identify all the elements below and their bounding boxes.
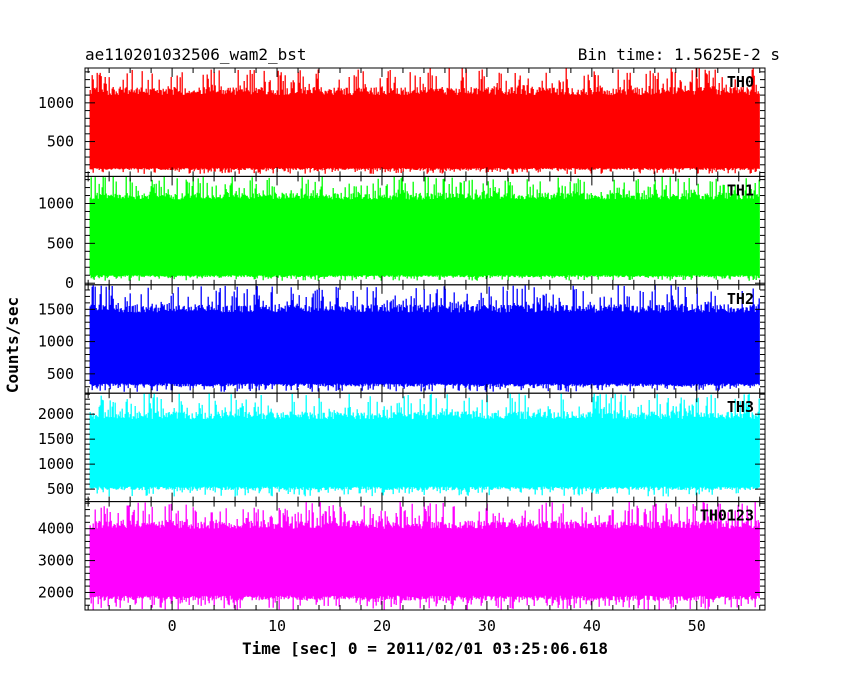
trace-TH1 <box>89 176 760 281</box>
y-tick-label: 4000 <box>38 520 74 538</box>
channel-label-TH3: TH3 <box>727 398 754 416</box>
bin-time-label: Bin time: 1.5625E-2 s <box>578 45 780 64</box>
y-tick-label: 2000 <box>38 405 74 423</box>
x-tick-label: 10 <box>268 617 286 635</box>
trace-TH0 <box>89 68 760 174</box>
y-tick-label: 1500 <box>38 430 74 448</box>
x-tick-label: 40 <box>583 617 601 635</box>
x-tick-label: 30 <box>478 617 496 635</box>
y-tick-label: 500 <box>47 365 74 383</box>
x-axis-label: Time [sec] 0 = 2011/02/01 03:25:06.618 <box>242 639 608 658</box>
y-tick-label: 500 <box>47 480 74 498</box>
panels-group: 5001000TH005001000TH150010001500TH250010… <box>38 67 766 635</box>
channel-label-TH2: TH2 <box>727 290 754 308</box>
y-axis-label: Counts/sec <box>3 297 22 393</box>
x-tick-label: 20 <box>373 617 391 635</box>
y-tick-label: 2000 <box>38 583 74 601</box>
trace-TH2 <box>89 284 760 392</box>
channel-label-TH0123: TH0123 <box>700 507 754 525</box>
observation-title: ae110201032506_wam2_bst <box>85 45 307 64</box>
panel-frame-TH0123 <box>84 501 766 611</box>
channel-label-TH0: TH0 <box>727 73 754 91</box>
x-tick-label: 50 <box>688 617 706 635</box>
y-tick-label: 3000 <box>38 552 74 570</box>
y-tick-label: 1000 <box>38 195 74 213</box>
y-tick-label: 500 <box>47 133 74 151</box>
y-tick-label: 1000 <box>38 455 74 473</box>
y-tick-label: 500 <box>47 234 74 252</box>
y-tick-label: 1000 <box>38 333 74 351</box>
x-tick-label: 0 <box>168 617 177 635</box>
y-tick-label: 0 <box>65 274 74 292</box>
y-tick-label: 1500 <box>38 300 74 318</box>
y-tick-label: 1000 <box>38 94 74 112</box>
trace-TH3 <box>89 393 760 497</box>
trace-TH0123 <box>89 501 760 610</box>
channel-label-TH1: TH1 <box>727 181 754 199</box>
